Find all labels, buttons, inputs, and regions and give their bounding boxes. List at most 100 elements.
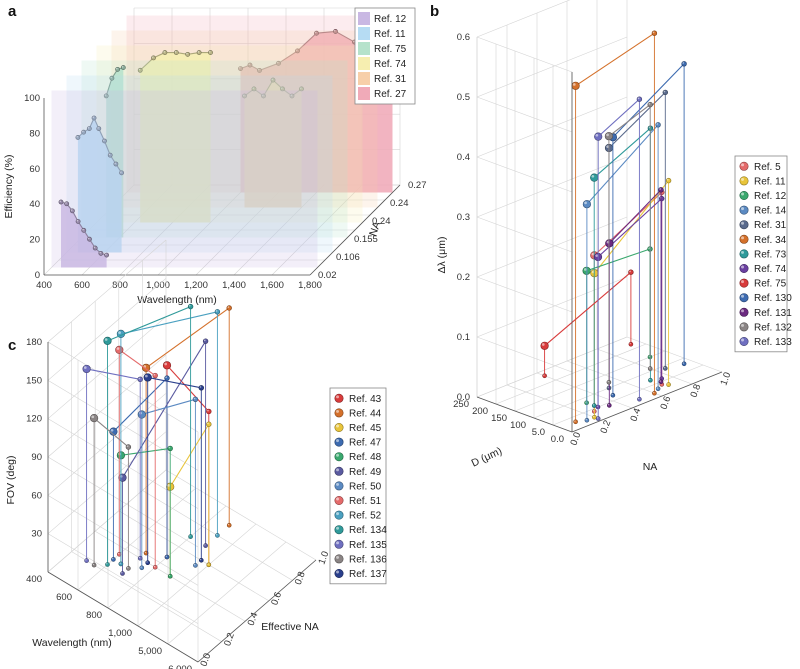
floor-point-c-highlight (227, 523, 230, 526)
grid-line-b (476, 276, 628, 338)
point-a-highlight (92, 116, 95, 118)
floor-point-b (628, 341, 634, 347)
connector-b (608, 92, 666, 149)
floor-point-c-highlight (144, 551, 147, 554)
legend-a-label: Ref. 74 (374, 59, 407, 70)
y-tick-c: 120 (26, 414, 42, 425)
floor-point-b (658, 379, 664, 385)
grid-line-c (47, 456, 199, 548)
floor-point-c (137, 555, 143, 561)
point-ref.-136-highlight (91, 415, 95, 419)
point-ref.-34-highlight (652, 31, 655, 34)
z-tick-a: 0.02 (318, 270, 337, 281)
point-ref.-133 (594, 132, 603, 141)
legend-b-label: Ref. 130 (754, 293, 792, 304)
x-axis-label-a: Wavelength (nm) (137, 294, 217, 306)
point-ref.-49 (202, 338, 209, 344)
floor-point-b-highlight (638, 397, 640, 400)
legend-c-label: Ref. 48 (349, 452, 382, 463)
point-ref.-11-highlight (666, 178, 669, 181)
panel-letter-c: c (8, 337, 16, 354)
floor-point-c-highlight (189, 535, 191, 537)
point-ref.-135 (82, 364, 91, 374)
point-ref.-134 (187, 303, 194, 310)
point-a (162, 50, 168, 55)
panel-c-chart: 30 60 90 120 150 180 400 600 800 1,000 5,000 6,000 0… (5, 239, 387, 669)
floor-point-c (145, 560, 150, 566)
floor-point-c (139, 565, 145, 571)
point-a-highlight (186, 52, 188, 55)
legend-a-swatch (358, 87, 370, 100)
point-a-highlight (315, 31, 317, 34)
connector-c (107, 306, 191, 342)
x-tick-a: 1,400 (222, 280, 246, 291)
point-ref.-14 (655, 122, 661, 128)
point-ref.-45 (206, 421, 212, 427)
connector-b (575, 32, 655, 87)
grid-line-c (47, 239, 167, 343)
connector-c (169, 423, 210, 488)
point-ref.-31-highlight (663, 90, 666, 93)
legend-b-swatch (739, 220, 749, 230)
legend-b-swatch (739, 263, 749, 273)
legend-b-swatch-highlight (741, 221, 745, 225)
floor-point-c (105, 562, 110, 567)
point-a-highlight (300, 87, 302, 89)
x-tick-c: 400 (26, 574, 42, 585)
point-a-highlight (120, 171, 122, 173)
floor-point-b (655, 386, 661, 392)
point-a-highlight (271, 78, 274, 81)
x-tick-a: 1,800 (298, 280, 322, 291)
legend-b-label: Ref. 131 (754, 308, 792, 319)
y-tick-b: 0.4 (457, 152, 470, 163)
z-tick-c: 0.8 (293, 570, 308, 586)
legend-b-swatch (739, 176, 749, 186)
legend-b-swatch (739, 293, 749, 303)
legend-b-label: Ref. 12 (754, 191, 787, 202)
point-ref.-43-highlight (164, 362, 167, 366)
point-ref.-51-highlight (153, 373, 156, 376)
point-ref.-14-highlight (656, 123, 659, 125)
point-a-highlight (296, 49, 298, 51)
floor-point-b-highlight (649, 378, 651, 381)
x-tick-a: 1,600 (260, 280, 284, 291)
floor-point-b-highlight (656, 387, 659, 389)
legend-c-swatch-highlight (336, 453, 339, 457)
x-axis-c (47, 571, 199, 663)
point-ref.-44-highlight (227, 306, 230, 308)
legend-b-swatch-highlight (741, 207, 745, 211)
z-axis-label-c: Effective NA (261, 621, 319, 633)
z-tick-c: 1.0 (316, 550, 331, 566)
floor-point-b-highlight (574, 420, 576, 422)
floor-point-c (215, 533, 220, 538)
point-ref.-132-highlight (648, 102, 651, 105)
y-axis-label-c: FOV (deg) (5, 455, 17, 504)
legend-c-label: Ref. 137 (349, 569, 387, 580)
floor-point-b (666, 382, 671, 387)
legend-c-swatch-highlight (336, 497, 339, 501)
point-a (104, 252, 109, 258)
point-ref.-131 (658, 187, 664, 193)
z-tick-b: 5.0 (532, 427, 545, 438)
y-tick-c: 60 (31, 490, 42, 501)
y-tick-a: 60 (29, 164, 40, 175)
floor-point-b-highlight (667, 383, 669, 385)
floor-point-b-highlight (607, 386, 609, 388)
legend-b-swatch-highlight (741, 294, 745, 298)
point-a-highlight (93, 246, 96, 249)
x-tick-c: 5,000 (138, 646, 162, 657)
point-a-highlight (197, 51, 200, 53)
legend-c-swatch-highlight (336, 570, 339, 574)
point-ref.-75-highlight (629, 270, 631, 273)
legend-c-label: Ref. 51 (349, 496, 382, 507)
connector-b (608, 104, 651, 137)
y-tick-c: 180 (26, 337, 42, 348)
point-a-highlight (138, 68, 141, 71)
point-a-highlight (353, 40, 355, 43)
point-ref.-52-highlight (215, 310, 218, 312)
point-ref.-48 (167, 445, 173, 452)
legend-a-label: Ref. 31 (374, 74, 407, 85)
legend-c-swatch-highlight (336, 409, 339, 413)
legend-c-label: Ref. 134 (349, 525, 387, 536)
